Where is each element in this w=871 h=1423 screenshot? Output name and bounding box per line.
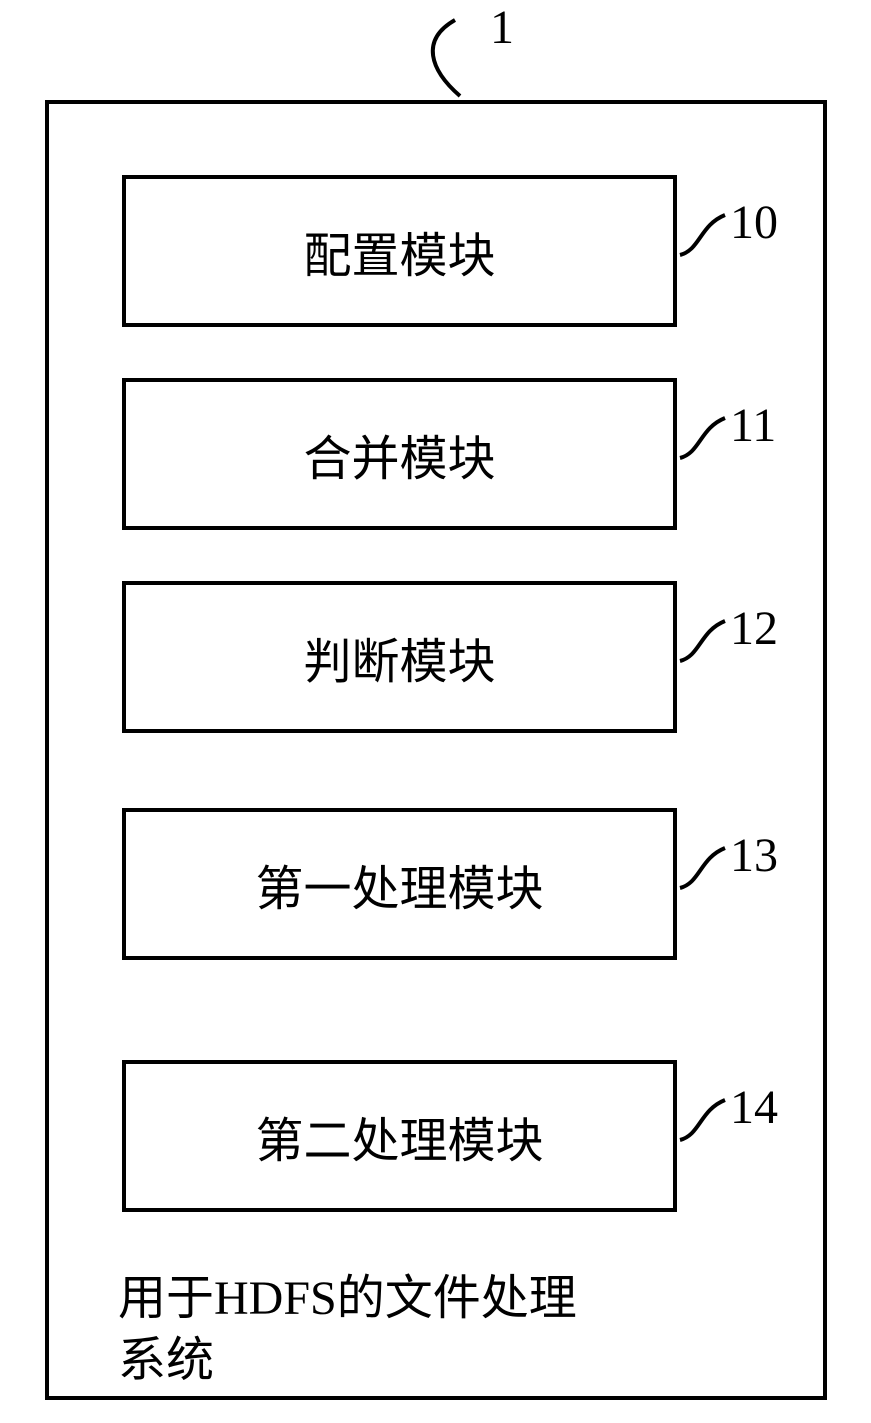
module-ref-1: 11: [730, 398, 776, 453]
top-ref-label: 1: [490, 0, 514, 55]
module-box-1: 合并模块: [122, 378, 677, 530]
module-ref-4: 14: [730, 1080, 778, 1135]
caption-line1: 用于HDFS的文件处理: [118, 1272, 577, 1325]
module-ref-2: 12: [730, 601, 778, 656]
module-label-2: 判断模块: [303, 622, 495, 692]
module-label-3: 第一处理模块: [255, 849, 543, 919]
caption-line2: 系统: [118, 1334, 214, 1387]
module-box-2: 判断模块: [122, 581, 677, 733]
system-caption: 用于HDFS的文件处理 系统: [118, 1268, 577, 1393]
module-box-4: 第二处理模块: [122, 1060, 677, 1212]
module-ref-0: 10: [730, 195, 778, 250]
module-ref-3: 13: [730, 828, 778, 883]
top-ref-path: [433, 20, 460, 96]
module-label-0: 配置模块: [303, 216, 495, 286]
module-box-0: 配置模块: [122, 175, 677, 327]
module-label-1: 合并模块: [303, 419, 495, 489]
module-box-3: 第一处理模块: [122, 808, 677, 960]
module-label-4: 第二处理模块: [255, 1101, 543, 1171]
